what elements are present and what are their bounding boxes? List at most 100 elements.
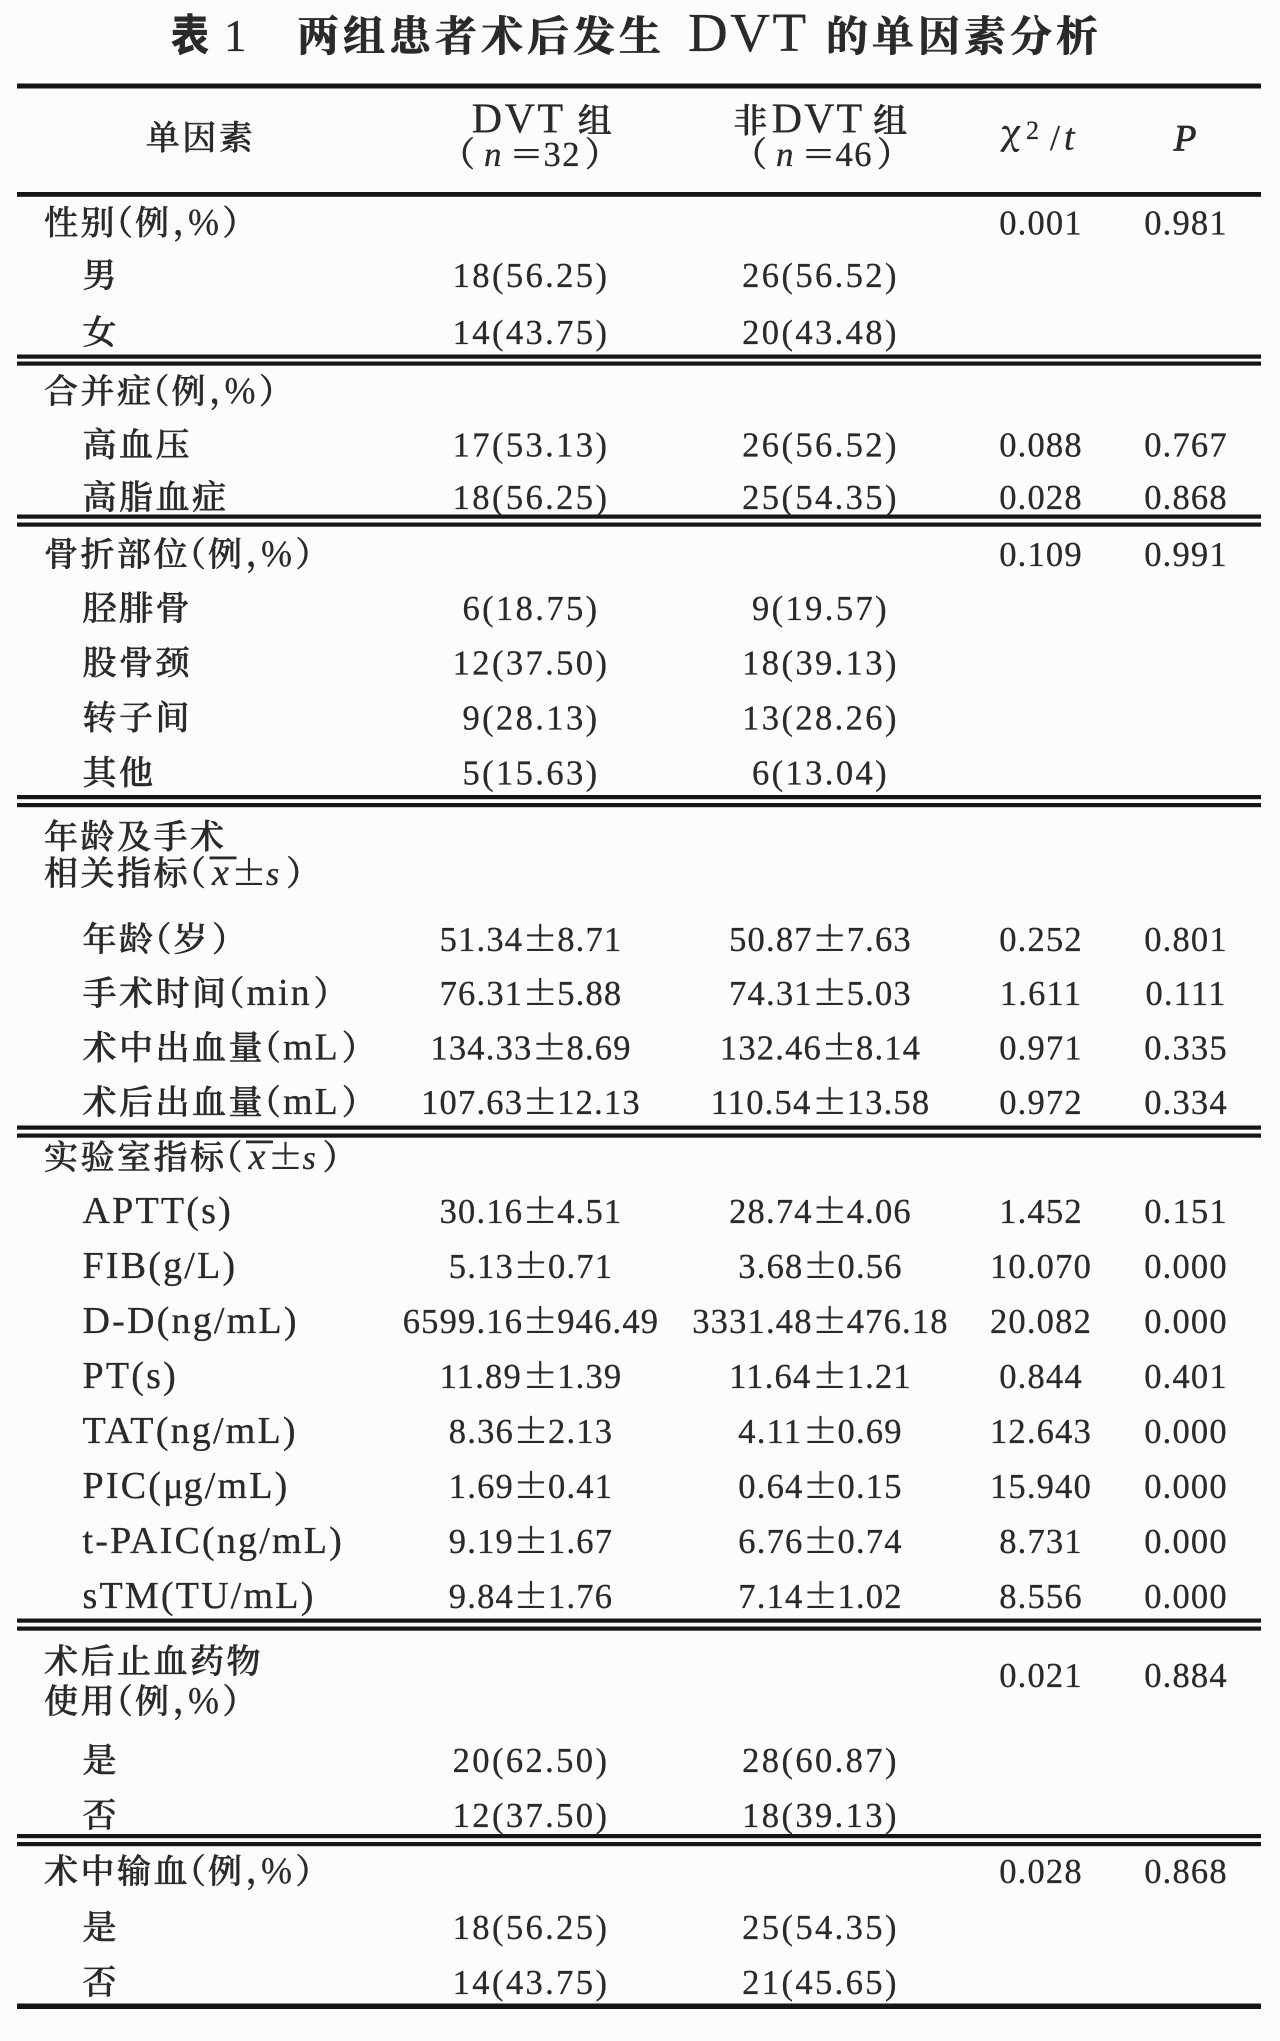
svg-text:n: n xyxy=(776,135,794,174)
svg-text:9.19: 9.19 xyxy=(449,1523,514,1561)
svg-text:0.74: 0.74 xyxy=(838,1523,903,1561)
svg-text:PIC(: PIC( xyxy=(83,1465,164,1507)
svg-text:μ: μ xyxy=(163,1465,183,1507)
svg-text:FIB(g/L): FIB(g/L) xyxy=(83,1245,238,1287)
svg-text:0.335: 0.335 xyxy=(1144,1030,1228,1068)
svg-text:17(53.13): 17(53.13) xyxy=(453,427,610,465)
svg-text:0.15: 0.15 xyxy=(838,1468,903,1506)
svg-text:21(45.65): 21(45.65) xyxy=(742,1964,899,2002)
svg-text:1.69: 1.69 xyxy=(449,1468,514,1506)
svg-text:0.971: 0.971 xyxy=(999,1030,1083,1068)
svg-text:110.54: 110.54 xyxy=(711,1084,812,1122)
svg-text:0.151: 0.151 xyxy=(1144,1193,1228,1231)
svg-text:76.31: 76.31 xyxy=(440,975,524,1013)
svg-text:1.67: 1.67 xyxy=(548,1523,613,1561)
svg-text:0.000: 0.000 xyxy=(1144,1413,1228,1451)
svg-text:0.56: 0.56 xyxy=(838,1248,903,1286)
svg-text:18(39.13): 18(39.13) xyxy=(742,645,899,683)
svg-text:13.58: 13.58 xyxy=(847,1084,931,1122)
svg-text:0.868: 0.868 xyxy=(1144,1853,1228,1891)
svg-text:DVT: DVT xyxy=(772,97,864,143)
svg-text:0.088: 0.088 xyxy=(999,427,1083,465)
svg-text:0.972: 0.972 xyxy=(999,1084,1083,1122)
svg-text:s: s xyxy=(266,856,279,893)
svg-text:8.731: 8.731 xyxy=(999,1523,1083,1561)
svg-text:0.981: 0.981 xyxy=(1144,205,1228,243)
svg-text:1.452: 1.452 xyxy=(999,1193,1083,1231)
svg-text:1.76: 1.76 xyxy=(548,1578,613,1616)
svg-text:1: 1 xyxy=(224,11,247,61)
svg-text:0.001: 0.001 xyxy=(999,205,1083,243)
svg-text:0.401: 0.401 xyxy=(1144,1358,1228,1396)
svg-text:min: min xyxy=(247,972,312,1014)
svg-text:26(56.52): 26(56.52) xyxy=(742,257,899,295)
svg-text:x: x xyxy=(211,852,229,894)
svg-text:sTM(TU/mL): sTM(TU/mL) xyxy=(83,1575,316,1617)
svg-text:0.884: 0.884 xyxy=(1144,1657,1228,1695)
svg-text:134.33: 134.33 xyxy=(430,1030,532,1068)
svg-text:0.801: 0.801 xyxy=(1144,921,1228,959)
svg-text:1.611: 1.611 xyxy=(1000,975,1082,1013)
svg-text:6599.16: 6599.16 xyxy=(403,1303,524,1341)
svg-text:APTT(s): APTT(s) xyxy=(83,1190,234,1232)
svg-text:1.39: 1.39 xyxy=(557,1358,622,1396)
svg-text:1.02: 1.02 xyxy=(838,1578,903,1616)
svg-text:18(56.25): 18(56.25) xyxy=(453,257,610,295)
svg-text:18(39.13): 18(39.13) xyxy=(742,1797,899,1835)
svg-text:g/mL): g/mL) xyxy=(184,1465,290,1507)
svg-text:8.14: 8.14 xyxy=(856,1030,921,1068)
svg-text:0.000: 0.000 xyxy=(1144,1578,1228,1616)
svg-text:0.991: 0.991 xyxy=(1144,536,1228,574)
svg-text:18(56.25): 18(56.25) xyxy=(453,479,610,517)
svg-text:28(60.87): 28(60.87) xyxy=(742,1742,899,1780)
svg-text:x: x xyxy=(248,1136,266,1178)
svg-text:9(19.57): 9(19.57) xyxy=(752,590,889,628)
svg-text:0.69: 0.69 xyxy=(838,1413,903,1451)
svg-text:12(37.50): 12(37.50) xyxy=(453,645,610,683)
svg-text:D-D(ng/mL): D-D(ng/mL) xyxy=(83,1300,299,1342)
svg-text:5.03: 5.03 xyxy=(847,975,912,1013)
svg-text:3331.48: 3331.48 xyxy=(692,1303,813,1341)
svg-text:12(37.50): 12(37.50) xyxy=(453,1797,610,1835)
svg-text:4.51: 4.51 xyxy=(557,1193,622,1231)
svg-text:t: t xyxy=(1064,117,1076,159)
svg-text:946.49: 946.49 xyxy=(557,1303,659,1341)
svg-text:P: P xyxy=(1173,119,1197,160)
svg-text:8.556: 8.556 xyxy=(999,1578,1083,1616)
svg-text:11.89: 11.89 xyxy=(440,1358,522,1396)
svg-text:0.64: 0.64 xyxy=(738,1468,803,1506)
svg-text:9.84: 9.84 xyxy=(449,1578,514,1616)
svg-text:8.71: 8.71 xyxy=(557,921,622,959)
svg-text:2.13: 2.13 xyxy=(548,1413,613,1451)
svg-text:3.68: 3.68 xyxy=(738,1248,803,1286)
svg-text:28.74: 28.74 xyxy=(729,1193,813,1231)
svg-text:11.64: 11.64 xyxy=(729,1358,811,1396)
svg-text:DVT: DVT xyxy=(688,2,809,63)
svg-text:50.87: 50.87 xyxy=(729,921,813,959)
svg-text:5(15.63): 5(15.63) xyxy=(462,755,599,793)
svg-text:14(43.75): 14(43.75) xyxy=(453,1964,610,2002)
svg-text:6(18.75): 6(18.75) xyxy=(462,590,599,628)
svg-text:t-PAIC(ng/mL): t-PAIC(ng/mL) xyxy=(83,1520,345,1562)
svg-text:0.252: 0.252 xyxy=(999,921,1083,959)
svg-text:20.082: 20.082 xyxy=(990,1303,1092,1341)
svg-text:8.69: 8.69 xyxy=(567,1030,632,1068)
svg-text:PT(s): PT(s) xyxy=(83,1355,178,1397)
svg-text:0.021: 0.021 xyxy=(999,1657,1083,1695)
svg-text:DVT: DVT xyxy=(472,97,566,143)
svg-text:0.000: 0.000 xyxy=(1144,1468,1228,1506)
svg-text:25(54.35): 25(54.35) xyxy=(742,479,899,517)
svg-text:0.000: 0.000 xyxy=(1144,1248,1228,1286)
svg-text:107.63: 107.63 xyxy=(421,1084,523,1122)
svg-text:20(43.48): 20(43.48) xyxy=(742,314,899,352)
svg-text:7.14: 7.14 xyxy=(738,1578,803,1616)
svg-text:0.028: 0.028 xyxy=(999,1853,1083,1891)
svg-text:20(62.50): 20(62.50) xyxy=(453,1742,610,1780)
svg-text:0.000: 0.000 xyxy=(1144,1303,1228,1341)
svg-text:25(54.35): 25(54.35) xyxy=(742,1909,899,1947)
svg-text:13(28.26): 13(28.26) xyxy=(742,700,899,738)
svg-text:14(43.75): 14(43.75) xyxy=(453,314,610,352)
svg-text:0.767: 0.767 xyxy=(1144,427,1228,465)
svg-text:n: n xyxy=(484,135,502,174)
svg-text:10.070: 10.070 xyxy=(990,1248,1092,1286)
